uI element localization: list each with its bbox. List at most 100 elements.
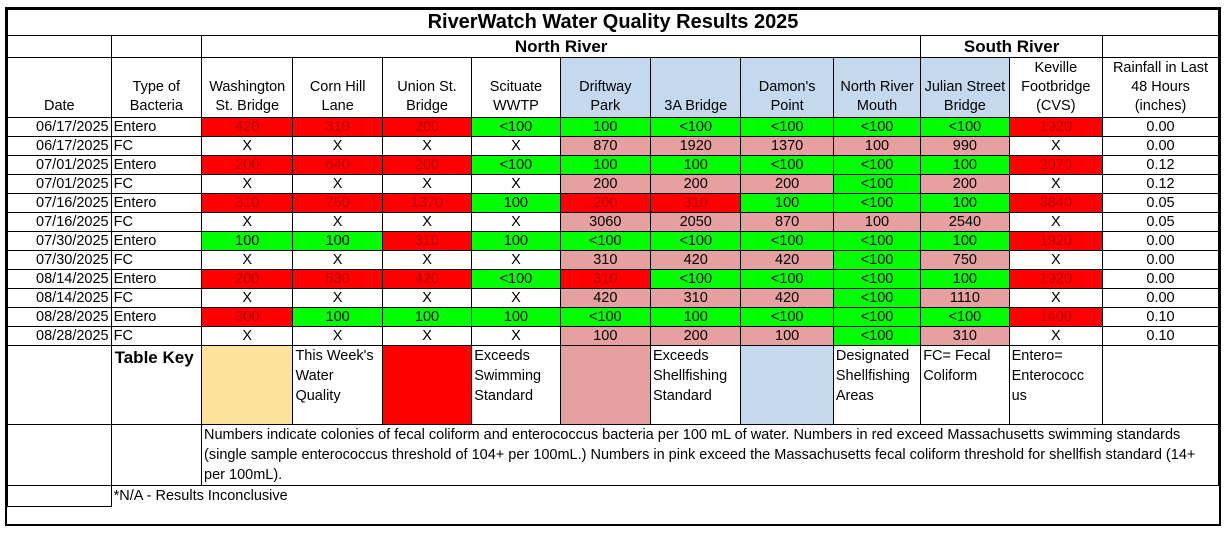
bacteria-type-cell: Entero	[110, 155, 203, 175]
result-cell: 1920	[1008, 231, 1104, 251]
rainfall-cell: 0.00	[1102, 117, 1219, 137]
result-cell: X	[292, 174, 383, 194]
result-cell: 100	[832, 212, 922, 232]
result-cell: 310	[381, 231, 473, 251]
key-designated: Designated Shellfishing Areas	[832, 345, 922, 425]
result-cell: 2050	[649, 212, 742, 232]
result-cell: 310	[201, 193, 294, 213]
date-cell: 07/16/2025	[7, 212, 112, 232]
result-cell: 100	[740, 193, 834, 213]
result-cell: 100	[920, 231, 1010, 251]
result-cell: 420	[559, 288, 652, 308]
key-this-week: This Week's Water Quality	[292, 345, 383, 425]
table-row: 07/30/2025 FC X X X X 310 420 420 <100 750 X 0.00	[7, 250, 1219, 270]
result-cell: 100	[471, 307, 561, 327]
result-cell: <100	[740, 269, 834, 289]
result-cell: 200	[920, 174, 1010, 194]
result-cell: 1920	[649, 136, 742, 156]
result-cell: X	[381, 288, 473, 308]
date-cell: 07/01/2025	[7, 174, 112, 194]
result-cell: 100	[920, 155, 1010, 175]
rainfall-cell: 0.00	[1102, 269, 1219, 289]
result-cell: 420	[381, 269, 473, 289]
result-cell: 990	[920, 136, 1010, 156]
result-cell: X	[292, 326, 383, 346]
bacteria-type-cell: FC	[110, 250, 203, 270]
table-row: 08/28/2025 Entero 300 100 100 100 <100 100 <100 <…	[7, 307, 1219, 327]
result-cell: X	[471, 288, 561, 308]
rainfall-cell: 0.00	[1102, 231, 1219, 251]
date-cell: 07/01/2025	[7, 155, 112, 175]
result-cell: 200	[559, 193, 652, 213]
table-row: 07/01/2025 FC X X X X 200 200 200 <100 200 X 0.12	[7, 174, 1219, 194]
result-cell: <100	[740, 117, 834, 137]
site-header: 3A Bridge	[649, 57, 742, 118]
result-cell: <100	[832, 307, 922, 327]
bacteria-type-cell: Entero	[110, 117, 203, 137]
result-cell: <100	[832, 326, 922, 346]
result-cell: <100	[832, 174, 922, 194]
north-river-header: North River	[201, 35, 922, 58]
result-cell: 200	[381, 155, 473, 175]
south-river-header: South River	[920, 35, 1104, 58]
result-cell: X	[1008, 136, 1104, 156]
table-row: 06/17/2025 FC X X X X 870 1920 1370 100 990 X 0.00	[7, 136, 1219, 156]
blank-cell	[7, 424, 112, 486]
type-header: Type of Bacteria	[110, 57, 203, 118]
rainfall-cell: 0.12	[1102, 155, 1219, 175]
result-cell: 1370	[740, 136, 834, 156]
table-key-label: Table Key	[110, 345, 203, 425]
result-cell: <100	[740, 307, 834, 327]
site-header: Scituate WWTP	[471, 57, 561, 118]
result-cell: X	[292, 136, 383, 156]
result-cell: 100	[649, 307, 742, 327]
result-cell: <100	[649, 231, 742, 251]
result-cell: 200	[381, 117, 473, 137]
result-cell: 100	[559, 155, 652, 175]
blank-cell	[110, 424, 203, 486]
result-cell: 200	[201, 155, 294, 175]
key-exceeds-shellfishing: Exceeds Shellfishing Standard	[649, 345, 742, 425]
bacteria-type-cell: Entero	[110, 307, 203, 327]
blank-cell	[7, 345, 112, 425]
result-cell: 310	[649, 288, 742, 308]
date-cell: 08/28/2025	[7, 307, 112, 327]
result-cell: 100	[292, 231, 383, 251]
result-cell: X	[381, 250, 473, 270]
result-cell: 420	[740, 250, 834, 270]
bacteria-type-cell: FC	[110, 174, 203, 194]
result-cell: 3840	[1008, 193, 1104, 213]
result-cell: 200	[649, 174, 742, 194]
result-cell: <100	[832, 117, 922, 137]
blank-cell	[1102, 35, 1219, 58]
result-cell: 100	[471, 193, 561, 213]
result-cell: 310	[559, 250, 652, 270]
rainfall-header: Rainfall in Last 48 Hours (inches)	[1102, 57, 1219, 118]
result-cell: 3060	[559, 212, 652, 232]
result-cell: X	[471, 250, 561, 270]
result-cell: <100	[649, 269, 742, 289]
result-cell: <100	[832, 250, 922, 270]
table-row: 07/16/2025 Entero 310 750 1370 100 200 310 100 <1…	[7, 193, 1219, 213]
rainfall-cell: 0.00	[1102, 250, 1219, 270]
rainfall-cell: 0.10	[1102, 326, 1219, 346]
result-cell: <100	[832, 231, 922, 251]
bacteria-type-cell: FC	[110, 136, 203, 156]
result-cell: X	[201, 288, 294, 308]
result-cell: 640	[292, 155, 383, 175]
result-cell: 870	[740, 212, 834, 232]
result-cell: X	[1008, 326, 1104, 346]
results-sheet: RiverWatch Water Quality Results 2025 No…	[5, 7, 1221, 526]
result-cell: 420	[201, 117, 294, 137]
date-cell: 08/14/2025	[7, 269, 112, 289]
site-header: Julian Street Bridge	[920, 57, 1010, 118]
result-cell: X	[1008, 212, 1104, 232]
result-cell: <100	[832, 269, 922, 289]
table-row: 08/28/2025 FC X X X X 100 200 100 <100 310 X 0.10	[7, 326, 1219, 346]
result-cell: <100	[920, 117, 1010, 137]
bacteria-type-cell: FC	[110, 288, 203, 308]
result-cell: 200	[201, 269, 294, 289]
rainfall-cell: 0.05	[1102, 212, 1219, 232]
bacteria-type-cell: FC	[110, 212, 203, 232]
key-swatch-blue	[740, 345, 834, 425]
